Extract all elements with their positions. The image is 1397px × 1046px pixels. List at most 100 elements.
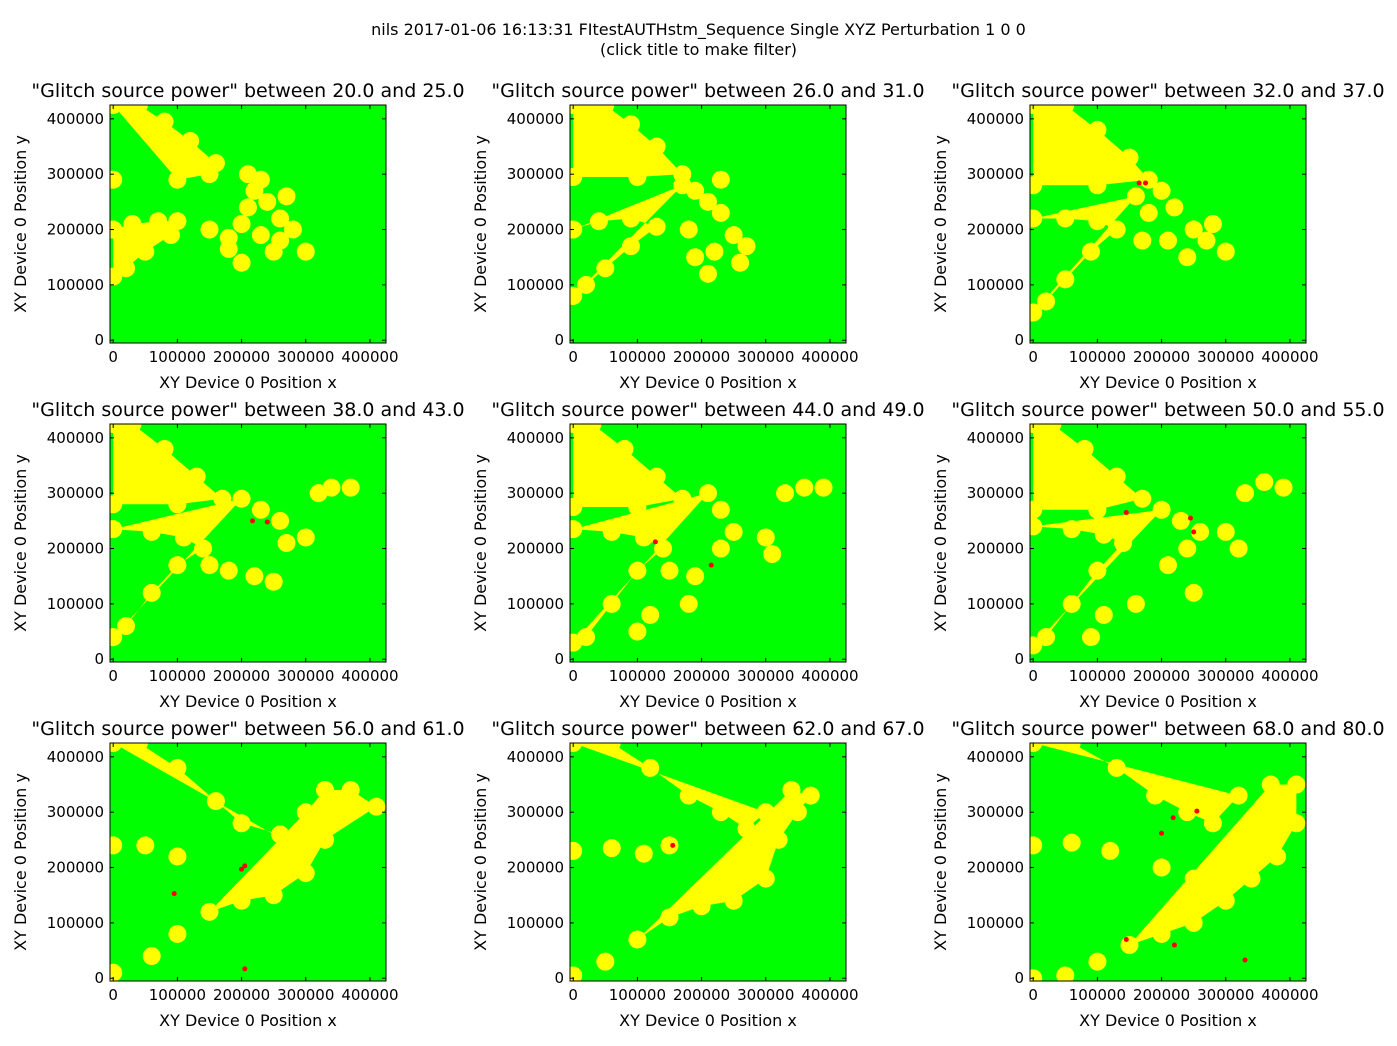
pass-point [1197, 231, 1216, 250]
pass-point [596, 952, 615, 971]
y-tick-label: 400000 [47, 429, 104, 447]
y-tick-label: 100000 [507, 276, 564, 294]
glitch-point [171, 891, 177, 897]
pass-point [1184, 583, 1203, 602]
y-tick-label: 400000 [967, 748, 1024, 766]
pass-point [1081, 628, 1100, 647]
x-tick-label: 100000 [609, 348, 666, 366]
y-tick-label: 100000 [967, 914, 1024, 932]
pass-point [110, 963, 123, 981]
y-tick-label: 100000 [967, 595, 1024, 613]
glitch-point [1171, 942, 1177, 948]
subplot-2: 0 100000 200000 300000 400000 0 100000 200000 30… [471, 80, 925, 392]
pass-point [1159, 231, 1177, 250]
subplot-title: "Glitch source power" between 56.0 and 6… [31, 718, 464, 740]
pass-point [731, 253, 750, 272]
x-tick-label: 400000 [801, 986, 858, 1004]
x-tick-label: 400000 [341, 986, 398, 1004]
subplot-title: "Glitch source power" between 32.0 and 3… [951, 80, 1384, 102]
pass-point [570, 286, 583, 305]
pass-point [711, 539, 730, 558]
subplot-3: 0 100000 200000 300000 400000 0 100000 200000 30… [931, 80, 1385, 392]
plot-background [570, 743, 846, 981]
pass-point [219, 561, 238, 580]
pass-region-upper [573, 105, 683, 177]
x-tick-label: 300000 [1197, 667, 1254, 685]
y-axis-label: XY Device 0 Position y [931, 773, 950, 951]
x-tick-label: 0 [1028, 667, 1038, 685]
pass-point [232, 215, 251, 233]
pass-point [1203, 215, 1222, 233]
pass-point [168, 924, 187, 943]
figure-title[interactable]: nils 2017-01-06 16:13:31 FItestAUTHstm_S… [371, 20, 1026, 39]
pass-point [271, 209, 290, 228]
pass-point [1152, 858, 1171, 877]
y-tick-label: 200000 [967, 540, 1024, 558]
x-axis-label: XY Device 0 Position x [1079, 373, 1257, 392]
y-tick-label: 200000 [967, 859, 1024, 877]
x-tick-label: 300000 [277, 667, 334, 685]
pass-point [200, 556, 219, 575]
plot-background [110, 743, 386, 981]
y-tick-label: 100000 [47, 276, 104, 294]
y-tick-label: 400000 [47, 748, 104, 766]
y-tick-label: 400000 [967, 110, 1024, 128]
pass-point [1088, 952, 1107, 971]
subplot-7: 0 100000 200000 300000 400000 0 100000 200000 30… [11, 718, 465, 1030]
pass-point [1030, 303, 1043, 322]
subplot-8: 0 100000 200000 300000 400000 0 100000 200000 30… [471, 718, 925, 1030]
x-tick-label: 0 [108, 667, 118, 685]
pass-point [1030, 836, 1043, 855]
pass-point [699, 264, 717, 283]
subplot-9: 0 100000 200000 300000 400000 0 100000 200000 30… [931, 718, 1385, 1030]
pass-region-upper [113, 105, 216, 180]
y-axis-label: XY Device 0 Position y [11, 773, 30, 951]
y-axis-label: XY Device 0 Position y [471, 135, 490, 313]
subplot-title: "Glitch source power" between 38.0 and 4… [31, 399, 464, 421]
pass-point [341, 478, 360, 497]
subplot-title: "Glitch source power" between 44.0 and 4… [491, 399, 924, 421]
y-tick-label: 400000 [507, 429, 564, 447]
glitch-point [1143, 180, 1149, 186]
y-tick-label: 300000 [47, 484, 104, 502]
pass-region-lower [573, 185, 683, 296]
glitch-point [1170, 815, 1176, 821]
pass-point [245, 567, 264, 586]
plot-frame [569, 742, 847, 982]
plot-frame [1029, 423, 1307, 663]
pass-point [271, 231, 290, 250]
pass-point [1216, 522, 1235, 541]
y-tick-label: 300000 [47, 803, 104, 821]
y-tick-label: 100000 [47, 595, 104, 613]
subplot-title: "Glitch source power" between 68.0 and 8… [951, 718, 1384, 740]
y-tick-label: 200000 [47, 859, 104, 877]
subplot-5: 0 100000 200000 300000 400000 0 100000 200000 30… [471, 399, 925, 711]
x-tick-label: 400000 [1261, 348, 1318, 366]
x-tick-label: 400000 [1261, 986, 1318, 1004]
pass-point [239, 198, 257, 217]
pass-point [1159, 556, 1177, 575]
pass-region-upper [1033, 105, 1149, 186]
subplot-6: 0 100000 200000 300000 400000 0 100000 200000 30… [931, 399, 1385, 711]
pass-point [1056, 966, 1075, 981]
x-tick-label: 100000 [609, 986, 666, 1004]
pass-point [251, 500, 270, 519]
x-tick-label: 300000 [1197, 986, 1254, 1004]
pass-point [1236, 484, 1255, 503]
pass-point [1165, 198, 1184, 217]
pass-region-upper [573, 743, 766, 829]
pass-point [1062, 833, 1081, 852]
pass-point [679, 220, 698, 239]
y-axis-label: XY Device 0 Position y [11, 454, 30, 632]
pass-point [142, 947, 161, 966]
pass-point [232, 253, 251, 272]
y-tick-label: 300000 [507, 803, 564, 821]
x-axis-label: XY Device 0 Position x [159, 692, 337, 711]
x-tick-label: 200000 [1133, 348, 1190, 366]
pass-point [711, 170, 730, 189]
x-tick-label: 300000 [277, 986, 334, 1004]
pass-point [705, 242, 724, 261]
glitch-point [249, 518, 255, 524]
pass-point [795, 478, 814, 497]
